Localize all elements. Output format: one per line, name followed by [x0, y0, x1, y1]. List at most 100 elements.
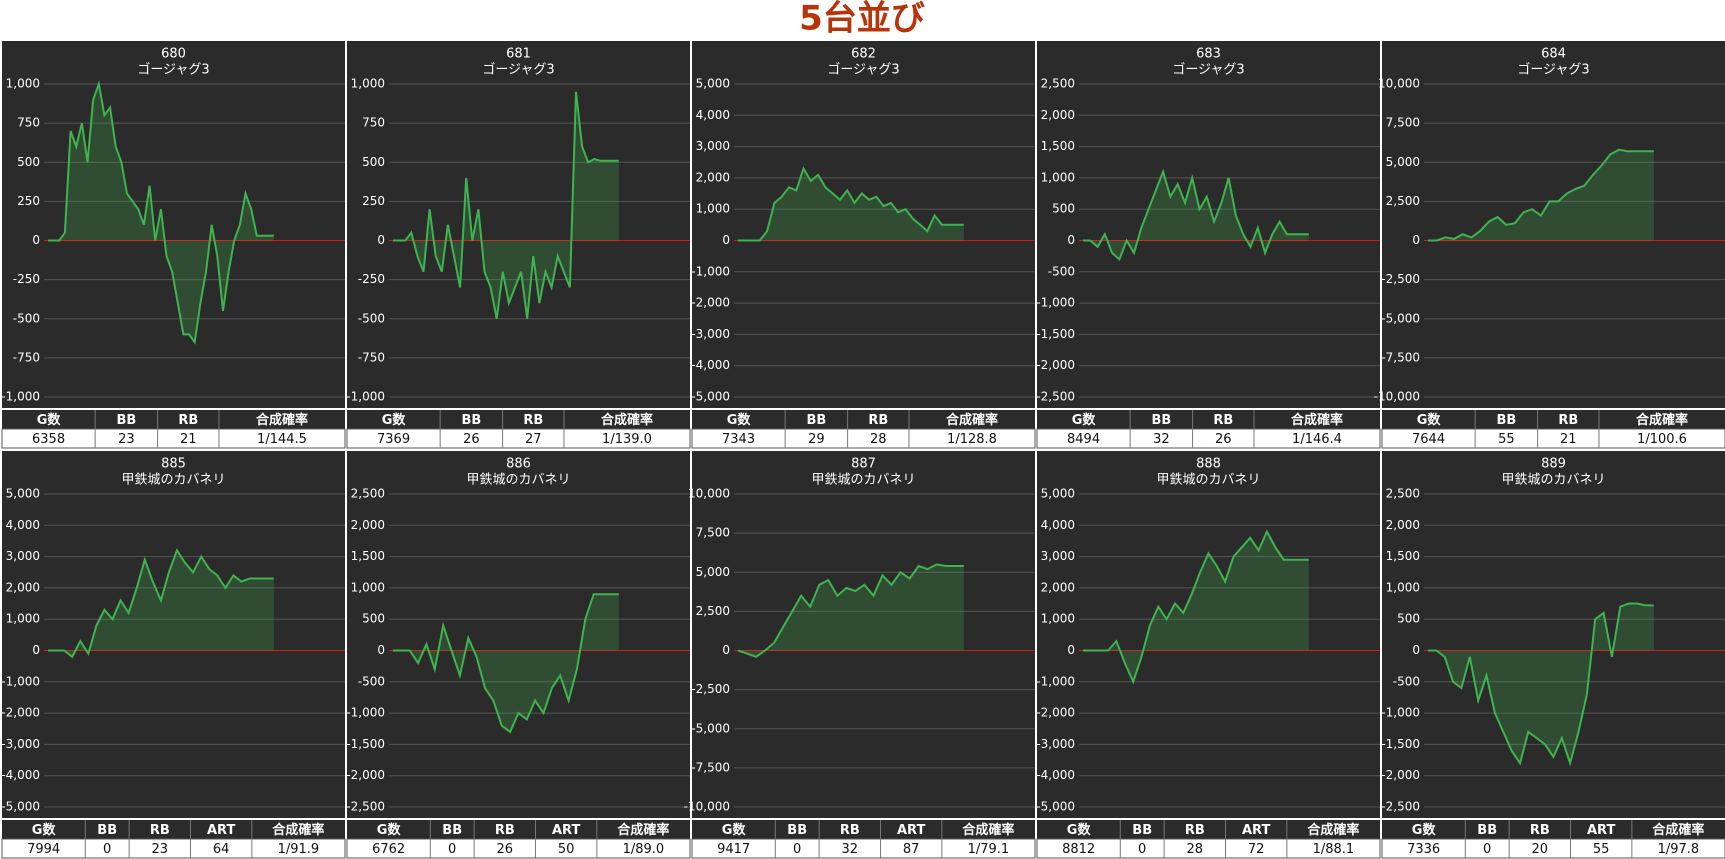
table-header-bg — [347, 410, 690, 429]
table-header: BB — [442, 823, 462, 838]
table-cell: 28 — [1187, 842, 1204, 857]
table-cell: 55 — [1498, 432, 1515, 447]
table-cell: 26 — [463, 432, 480, 447]
table-header-bg — [1037, 410, 1380, 429]
table-cell: 1/144.5 — [257, 432, 307, 447]
table-header: 合成確率 — [617, 822, 669, 838]
y-tick-label: -250 — [358, 272, 385, 286]
y-tick-label: -1,500 — [1381, 737, 1420, 751]
table-header: 合成確率 — [601, 412, 653, 428]
table-cell: 1/88.1 — [1313, 842, 1355, 857]
table-cell: 26 — [1215, 432, 1232, 447]
table-cell: 1/97.8 — [1658, 842, 1700, 857]
table-header: 合成確率 — [272, 822, 324, 838]
table-row-bg — [691, 838, 1036, 859]
y-tick-label: -750 — [358, 350, 385, 364]
y-tick-label: 250 — [362, 194, 385, 208]
y-tick-label: 3,000 — [696, 139, 730, 153]
y-tick-label: 1,000 — [6, 77, 40, 91]
y-tick-label: -5,000 — [1, 800, 40, 814]
table-header: RB — [495, 823, 515, 838]
area — [1083, 531, 1309, 682]
y-tick-label: 1,000 — [351, 580, 385, 594]
y-tick-label: 0 — [1067, 233, 1075, 247]
table-cell: 1/128.8 — [947, 432, 997, 447]
panel — [2, 451, 345, 818]
y-tick-label: 500 — [362, 155, 385, 169]
table-header: 合成確率 — [962, 822, 1014, 838]
table-header: BB — [461, 413, 481, 428]
table-header: G数 — [37, 412, 62, 428]
table-header: RB — [1558, 413, 1578, 428]
table-header: 合成確率 — [256, 412, 308, 428]
y-tick-label: -5,000 — [691, 721, 730, 735]
table-cell: 8812 — [1062, 842, 1095, 857]
table-row-bg — [1036, 838, 1381, 859]
panel — [692, 41, 1035, 408]
y-tick-label: -4,000 — [1036, 768, 1075, 782]
chart-subtitle: 甲鉄城のカバネリ — [1156, 473, 1260, 488]
area — [738, 564, 964, 657]
table-header: ART — [897, 823, 925, 838]
table-cell: 1/79.1 — [968, 842, 1010, 857]
area — [393, 594, 619, 732]
chart-subtitle: ゴージャグ3 — [827, 62, 899, 78]
y-tick-label: -500 — [1048, 264, 1075, 278]
table-header: RB — [1185, 823, 1205, 838]
y-tick-label: 2,000 — [1041, 580, 1075, 594]
chart-title: 682 — [851, 47, 876, 62]
panel — [1037, 41, 1380, 408]
y-tick-label: 5,000 — [6, 487, 40, 501]
table-header-bg — [692, 820, 1035, 839]
y-tick-label: 1,000 — [6, 612, 40, 626]
table-cell: 32 — [1153, 432, 1170, 447]
y-tick-label: 0 — [1067, 643, 1075, 657]
y-tick-label: -2,500 — [346, 800, 385, 814]
y-tick-label: -7,500 — [1381, 350, 1420, 364]
table-cell: 6762 — [372, 842, 405, 857]
table-header: RB — [150, 823, 170, 838]
table-header: G数 — [722, 822, 747, 838]
table-header-bg — [1037, 820, 1380, 839]
table-header-bg — [2, 820, 345, 839]
table-cell: 8494 — [1067, 432, 1100, 447]
table-cell: 1/91.9 — [278, 842, 320, 857]
chart-title: 680 — [161, 47, 186, 62]
y-tick-label: 2,000 — [696, 170, 730, 184]
chart-title: 889 — [1541, 457, 1566, 472]
y-tick-label: -2,000 — [346, 768, 385, 782]
table-header: RB — [868, 413, 888, 428]
y-tick-label: -5,000 — [1036, 800, 1075, 814]
y-tick-label: -2,000 — [691, 296, 730, 310]
panel — [347, 41, 690, 408]
page-title: 5台並び — [799, 0, 925, 39]
y-tick-label: -5,000 — [691, 390, 730, 404]
y-tick-label: 2,000 — [6, 580, 40, 594]
table-cell: 27 — [525, 432, 542, 447]
table-header: BB — [97, 823, 117, 838]
panel — [1037, 451, 1380, 818]
table-cell: 32 — [842, 842, 859, 857]
y-tick-label: -1,000 — [1381, 706, 1420, 720]
y-tick-label: -1,000 — [1036, 674, 1075, 688]
y-tick-label: 1,500 — [1041, 139, 1075, 153]
y-tick-label: 2,500 — [696, 604, 730, 618]
y-tick-label: -2,500 — [1036, 390, 1075, 404]
y-tick-label: -1,000 — [346, 390, 385, 404]
y-tick-label: -2,500 — [691, 682, 730, 696]
table-cell: 23 — [152, 842, 169, 857]
y-tick-label: -1,000 — [346, 706, 385, 720]
y-tick-label: -3,000 — [1, 737, 40, 751]
y-tick-label: 3,000 — [1041, 549, 1075, 563]
line — [1083, 529, 1309, 685]
table-cell: 28 — [870, 432, 887, 447]
table-header: BB — [1477, 823, 1497, 838]
y-tick-label: 5,000 — [696, 565, 730, 579]
y-tick-label: -500 — [358, 311, 385, 325]
y-tick-label: 5,000 — [1041, 487, 1075, 501]
y-tick-label: 500 — [17, 155, 40, 169]
table-cell: 7336 — [1407, 842, 1440, 857]
table-cell: 20 — [1532, 842, 1549, 857]
table-row-bg — [1381, 838, 1725, 859]
table-cell: 0 — [448, 842, 456, 857]
